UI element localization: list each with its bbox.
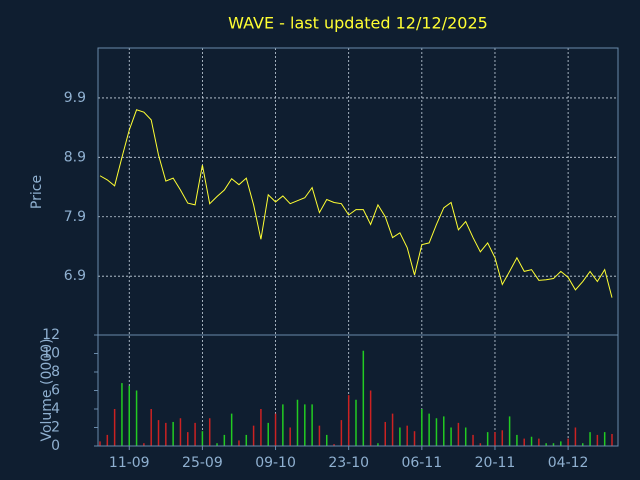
volume-tick-label: 4: [51, 401, 60, 417]
volume-bar: [150, 409, 152, 446]
volume-bar: [516, 434, 518, 446]
price-line: [99, 109, 613, 298]
volume-bar: [450, 427, 452, 446]
x-tick-label: 25-09: [182, 455, 223, 471]
y-tick-label: 9.9: [64, 90, 86, 106]
volume-bar: [538, 438, 540, 446]
volume-bar: [325, 434, 328, 446]
y-tick-label: 7.9: [64, 209, 86, 225]
volume-bar: [369, 390, 372, 446]
volume-bar: [406, 425, 408, 446]
x-tick-label: 09-10: [255, 455, 296, 471]
volume-bar: [135, 390, 138, 446]
volume-bar: [143, 443, 145, 446]
volume-bar: [560, 441, 562, 446]
volume-bar: [245, 434, 248, 446]
volume-bar: [172, 421, 174, 446]
volume-bar: [384, 421, 387, 446]
volume-bar: [128, 385, 131, 446]
volume-bar: [238, 440, 240, 446]
volume-bar: [567, 438, 569, 446]
volume-bar: [479, 443, 482, 446]
volume-bar: [552, 443, 555, 446]
volume-bar: [304, 404, 306, 446]
volume-bar: [574, 427, 577, 446]
volume-bar: [289, 427, 291, 446]
volume-bar: [530, 436, 533, 446]
x-tick-label: 11-09: [109, 455, 150, 471]
volume-bar: [603, 432, 606, 446]
volume-bar: [391, 413, 394, 446]
chart-title: WAVE - last updated 12/12/2025: [228, 14, 488, 33]
volume-tick-label: 2: [51, 420, 60, 436]
volume-tick-label: 12: [42, 327, 60, 343]
volume-bar: [216, 443, 218, 446]
volume-bar: [252, 425, 255, 446]
volume-bar: [296, 399, 299, 446]
volume-bar: [589, 432, 591, 446]
volume-bar: [501, 430, 504, 446]
volume-bar: [194, 422, 196, 446]
volume-tick-label: 0: [51, 438, 60, 454]
volume-bar: [377, 443, 379, 446]
y-tick-label: 8.9: [64, 149, 86, 165]
volume-bar: [99, 441, 101, 446]
volume-bar: [486, 432, 489, 446]
volume-bar: [165, 422, 167, 446]
volume-bar: [333, 444, 335, 446]
volume-bar: [399, 427, 401, 446]
volume-bar: [362, 350, 365, 446]
volume-tick-label: 10: [42, 346, 60, 362]
volume-bar: [311, 404, 313, 446]
volume-bar: [347, 395, 350, 446]
x-tick-label: 23-10: [328, 455, 369, 471]
volume-bar: [282, 404, 284, 446]
volume-bar: [274, 413, 277, 446]
volume-bar: [355, 399, 357, 446]
volume-bar: [318, 425, 321, 446]
volume-bar: [223, 434, 226, 446]
volume-bar: [472, 434, 474, 446]
volume-bar: [435, 418, 438, 446]
volume-bar: [267, 422, 269, 446]
volume-bar: [201, 431, 204, 446]
volume-bar: [421, 409, 423, 446]
x-tick-label: 06-11: [401, 455, 442, 471]
volume-bar: [464, 427, 467, 446]
volume-bar: [428, 413, 430, 446]
y-tick-label: 6.9: [64, 268, 86, 284]
volume-bar: [340, 420, 343, 446]
x-tick-label: 20-11: [475, 455, 516, 471]
volume-bar: [113, 409, 116, 446]
volume-bar: [443, 416, 445, 446]
volume-frame: [97, 334, 619, 447]
volume-bar: [230, 413, 233, 446]
volume-axis-label: Volume (0000): [39, 338, 55, 441]
volume-bar: [508, 416, 511, 446]
volume-bar: [523, 438, 525, 446]
volume-bar: [581, 443, 584, 446]
volume-bar: [545, 443, 547, 446]
volume-bar: [611, 433, 613, 446]
volume-bar: [208, 418, 211, 446]
y-axis-label: Price: [29, 175, 45, 209]
volume-bar: [157, 420, 160, 446]
volume-tick-label: 8: [51, 364, 60, 380]
volume-bar: [106, 434, 109, 446]
x-tick-label: 04-12: [548, 455, 589, 471]
volume-tick-label: 6: [51, 383, 60, 399]
volume-bar: [179, 418, 182, 446]
volume-bar: [260, 409, 262, 446]
volume-bar: [596, 434, 599, 446]
volume-bar: [413, 431, 416, 446]
volume-bar: [457, 422, 460, 446]
volume-bar: [187, 432, 189, 446]
volume-bar: [494, 432, 496, 446]
volume-bar: [121, 383, 123, 446]
